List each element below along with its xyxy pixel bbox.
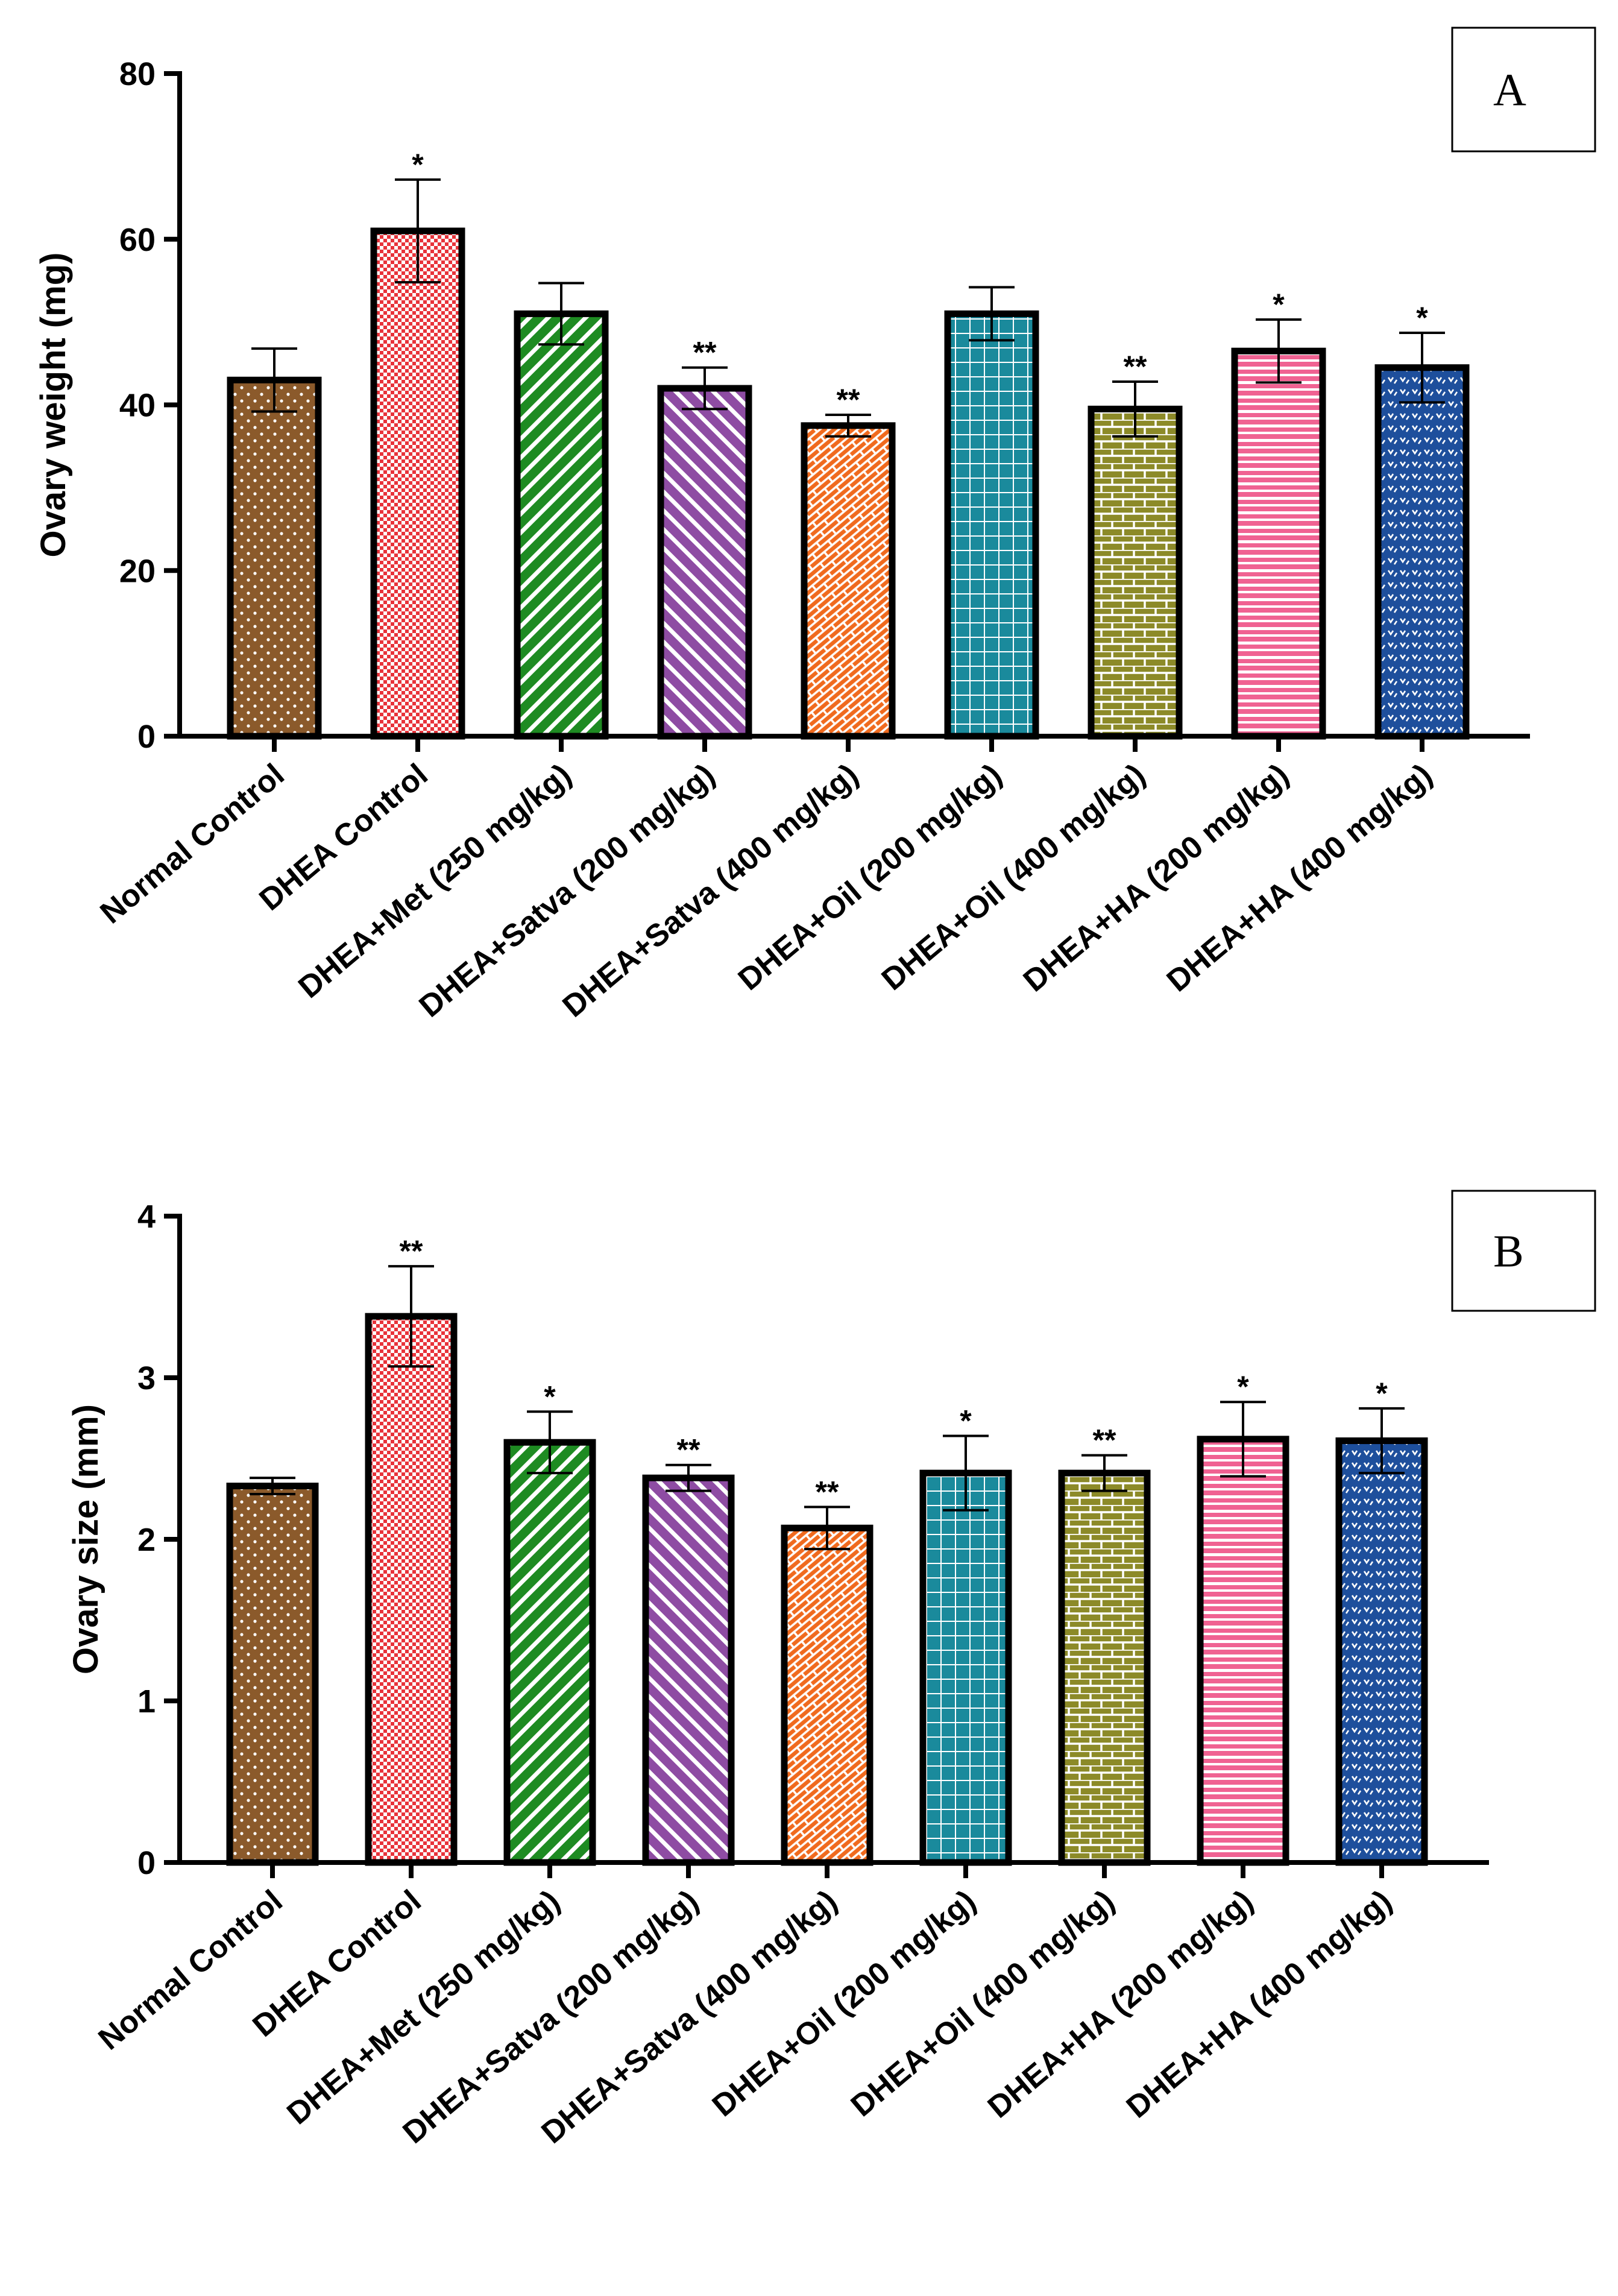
significance-label: * [1416,301,1428,335]
bar [1335,1437,1428,1866]
bar [1088,405,1183,740]
significance-label: * [412,148,424,181]
x-category-label: Normal Control [94,757,291,931]
bar [370,227,465,740]
significance-label: * [1237,1370,1249,1404]
x-category-label: DHEA+Met (250 mg/kg) [280,1884,566,2131]
bar [919,1469,1012,1866]
bar [642,1474,735,1866]
x-category-label: DHEA+Oil (200 mg/kg) [706,1884,983,2124]
x-category-label: DHEA+Met (250 mg/kg) [292,757,578,1005]
panel-label: A [1493,65,1526,116]
x-category-label: DHEA+Satva (400 mg/kg) [556,757,865,1024]
y-tick-label: 40 [119,388,156,424]
x-category-label: DHEA+HA (400 mg/kg) [1160,757,1439,999]
significance-label: * [960,1404,972,1437]
bar [1197,1436,1289,1866]
bar [503,1439,596,1866]
significance-label: ** [693,336,717,370]
bar [1058,1469,1151,1866]
y-tick-label: 80 [119,56,156,92]
bar [1374,364,1470,740]
significance-label: * [1376,1377,1388,1410]
bar [226,1483,319,1866]
y-axis-label: Ovary size (mm) [66,1404,105,1674]
bar [801,422,896,740]
y-tick-label: 3 [137,1360,156,1396]
y-tick-label: 0 [137,719,156,755]
x-category-label: DHEA+Oil (400 mg/kg) [845,1884,1121,2124]
significance-label: ** [1124,350,1147,383]
bar [365,1313,458,1866]
x-category-label: DHEA+Satva (400 mg/kg) [535,1884,844,2151]
panel-label-box [1451,27,1596,153]
significance-label: ** [816,1475,839,1509]
significance-label: ** [400,1234,423,1268]
bar [227,376,322,740]
significance-label: * [1273,288,1285,321]
bar [781,1524,874,1866]
y-tick-label: 20 [119,553,156,589]
x-category-label: DHEA+Satva (200 mg/kg) [413,757,722,1024]
x-category-label: DHEA+Oil (400 mg/kg) [875,757,1152,997]
x-category-label: DHEA+HA (200 mg/kg) [1017,757,1295,999]
significance-label: * [544,1380,556,1413]
y-axis-label: Ovary weight (mg) [34,253,73,558]
chart-ovary-weight: A Ovary weight (mg) 0 20 40 60 80 Normal Contro… [34,27,1596,1024]
bar [1231,347,1326,740]
x-category-label: DHEA+Oil (200 mg/kg) [732,757,1009,997]
y-tick-label: 2 [137,1522,156,1558]
significance-label: ** [1093,1424,1116,1457]
panel-label: B [1493,1226,1524,1277]
panel-label-box [1451,1190,1596,1312]
significance-label: ** [677,1433,700,1467]
bar [944,310,1039,740]
y-tick-label: 4 [137,1199,156,1235]
y-tick-label: 0 [137,1845,156,1881]
significance-label: ** [837,383,860,417]
bar [514,310,609,740]
x-category-label: DHEA+HA (200 mg/kg) [981,1884,1260,2125]
y-tick-label: 60 [119,222,156,258]
x-category-label: DHEA+HA (400 mg/kg) [1120,1884,1399,2125]
y-tick-label: 1 [137,1683,156,1720]
bar [657,385,752,740]
